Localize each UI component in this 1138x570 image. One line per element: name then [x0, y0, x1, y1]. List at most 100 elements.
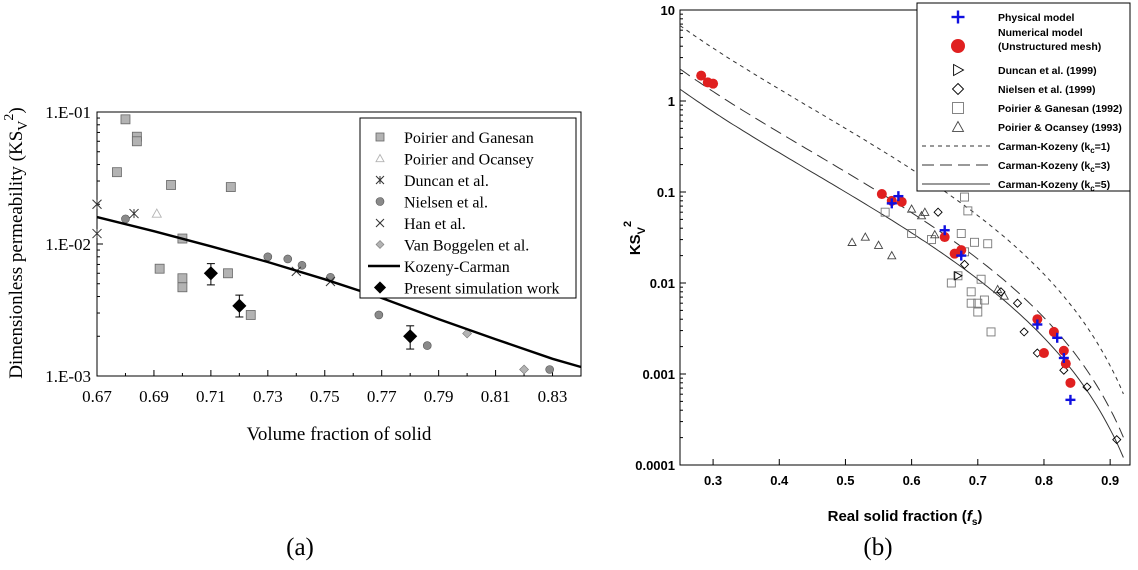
- panel-a-y-tick-labels: 1.E-01 1.E-02 1.E-03: [45, 103, 91, 386]
- panel-b-y-tick-label: 0.001: [642, 367, 675, 382]
- panel-a-series-line-kozeny-carman: [96, 215, 582, 369]
- panel-a-x-tick-label: 0.75: [310, 387, 340, 406]
- panel-b-plot-frame: [679, 9, 1131, 466]
- panel-a-point-series-3: [545, 365, 554, 374]
- panel-a-point-series-7: [403, 329, 418, 344]
- panel-a-point-series-0: [177, 282, 188, 293]
- panel-a-x-tick-label: 0.83: [538, 387, 568, 406]
- panel-b-y-tick-labels: 10 1 0.1 0.01 0.001 0.0001: [635, 3, 675, 473]
- panel-b-point-series-2: [954, 271, 963, 281]
- panel-a-point-series-0: [166, 180, 176, 190]
- panel-b-x-tick-labels: 0.3 0.4 0.5 0.6 0.7 0.8 0.9: [704, 473, 1119, 488]
- panel-b-point-series-4: [983, 239, 993, 249]
- panel-b-point-series-5: [847, 237, 857, 246]
- panel-b-x-tick-label: 0.4: [770, 473, 789, 488]
- panel-b-point-series-4: [927, 235, 936, 245]
- panel-a-point-series-0: [131, 136, 142, 147]
- panel-b-point-series-0: [1065, 394, 1076, 405]
- panel-b-x-tick-label: 0.8: [1035, 473, 1053, 488]
- panel-b-point-series-3: [996, 287, 1006, 297]
- panel-a-legend-swatch: [375, 197, 385, 206]
- panel-b-point-series-5: [999, 291, 1010, 300]
- panel-a-point-series-7: [232, 298, 247, 313]
- panel-b-x-axis-label: Real solid fraction (fs): [828, 508, 983, 528]
- panel-a-point-series-5: [519, 364, 529, 375]
- panel-a-x-tick-label: 0.73: [253, 387, 283, 406]
- panel-a-point-series-2: [129, 208, 139, 219]
- panel-a-y-axis-label: Dimensionless permeability (KSV2): [2, 107, 31, 378]
- panel-a-legend: Poirier and Ganesan Poirier and Ocansey Du…: [359, 117, 577, 299]
- panel-b-x-tick-label: 0.5: [836, 473, 854, 488]
- panel-b-point-series-4: [880, 207, 890, 217]
- panel-b-y-axis-label: KSV2: [622, 221, 648, 255]
- panel-a-point-series-0: [154, 263, 165, 274]
- panel-a-y-tick-label: 1.E-02: [45, 235, 91, 254]
- panel-b-point-series-1: [708, 78, 719, 89]
- panel-a-x-tick-label: 0.79: [424, 387, 454, 406]
- panel-a-legend-entry: Poirier and Ocansey: [404, 152, 534, 169]
- panel-a-legend-entry: Duncan et al.: [404, 173, 489, 190]
- panel-b-point-series-5: [930, 229, 940, 239]
- panel-a-legend-swatch: [375, 132, 385, 142]
- panel-a-point-series-0: [223, 268, 233, 279]
- panel-b-point-series-1: [876, 189, 887, 200]
- panel-a-legend-box: [359, 117, 577, 299]
- panel-a-legend-entry: Han et al.: [404, 216, 466, 233]
- panel-a-legend-swatch: [375, 175, 385, 185]
- panel-b-legend-swatch: [951, 82, 965, 96]
- panel-b-legend-swatch: [953, 63, 965, 77]
- panel-b-point-series-1: [1065, 377, 1076, 388]
- panel-a-x-tick-label: 0.71: [196, 387, 226, 406]
- panel-a-point-series-3: [283, 254, 293, 264]
- panel-a-point-series-2: [92, 228, 102, 239]
- panel-b-legend-entry: Carman-Kozeny (kc=1): [998, 141, 1110, 155]
- panel-a-y-tick-label: 1.E-03: [45, 367, 91, 386]
- panel-a-point-series-0: [120, 114, 131, 125]
- panel-b-point-series-1: [696, 70, 707, 81]
- panel-a-legend-entry: Kozeny-Carman: [404, 259, 510, 276]
- panel-b-ticks: [680, 9, 1111, 466]
- panel-b-legend: Physical model Numerical model (Unstructur…: [916, 2, 1131, 193]
- panel-b-point-series-0: [893, 191, 904, 202]
- panel-b-legend-swatch: [951, 120, 965, 132]
- panel-a-point-series-0: [245, 310, 256, 320]
- panel-a-point-series-0: [225, 182, 236, 192]
- panel-a-x-tick-label: 0.67: [82, 387, 112, 406]
- panel-b-point-series-5: [860, 232, 871, 241]
- panel-b-legend-swatch: [951, 39, 965, 53]
- panel-a-x-tick-label: 0.69: [139, 387, 169, 406]
- panel-a-legend-swatch: [375, 218, 385, 228]
- panel-b-curve-kc-5: [679, 88, 1124, 458]
- panel-b-point-series-4: [979, 295, 989, 305]
- panel-b-point-series-3: [959, 259, 970, 270]
- panel-b-point-series-4: [956, 229, 966, 238]
- panel-b-point-series-0: [1058, 352, 1069, 363]
- panel-b-legend-entry: (Unstructured mesh): [998, 41, 1101, 53]
- panel-b-legend-entry: Nielsen et al. (1999): [998, 84, 1095, 96]
- panel-b-point-series-1: [1060, 358, 1071, 369]
- panel-a-point-series-3: [422, 341, 432, 350]
- panel-a-legend-swatch: [375, 240, 385, 249]
- panel-b-point-series-4: [973, 298, 983, 308]
- panel-b-point-series-4: [963, 206, 973, 216]
- panel-b-point-series-0: [886, 198, 897, 209]
- panel-b-x-tick-label: 0.3: [704, 473, 722, 488]
- panel-b-point-series-3: [933, 207, 943, 217]
- panel-a-y-tick-label: 1.E-01: [45, 103, 91, 122]
- panel-a-legend-swatch: [373, 281, 387, 294]
- panel-a-x-tick-labels: 0.67 0.69 0.71 0.73 0.75 0.77 0.79 0.81 0.83: [82, 387, 567, 406]
- panel-b-point-series-0: [1052, 332, 1063, 343]
- panel-a-point-series-2: [92, 199, 102, 210]
- panel-b-point-series-3: [1112, 434, 1122, 445]
- panel-b-point-series-5: [906, 204, 917, 213]
- panel-b-y-tick-label: 10: [661, 3, 675, 18]
- panel-b-legend-box: [916, 2, 1131, 192]
- panel-a-label: (a): [286, 534, 314, 561]
- panel-b-point-series-4: [907, 229, 917, 238]
- panel-b-point-series-0: [956, 250, 967, 261]
- panel-b-y-tick-label: 0.0001: [635, 458, 675, 473]
- panel-b-point-series-4: [970, 237, 979, 247]
- panel-b-y-tick-label: 0.1: [657, 185, 675, 200]
- panel-b-point-series-0: [1032, 319, 1043, 330]
